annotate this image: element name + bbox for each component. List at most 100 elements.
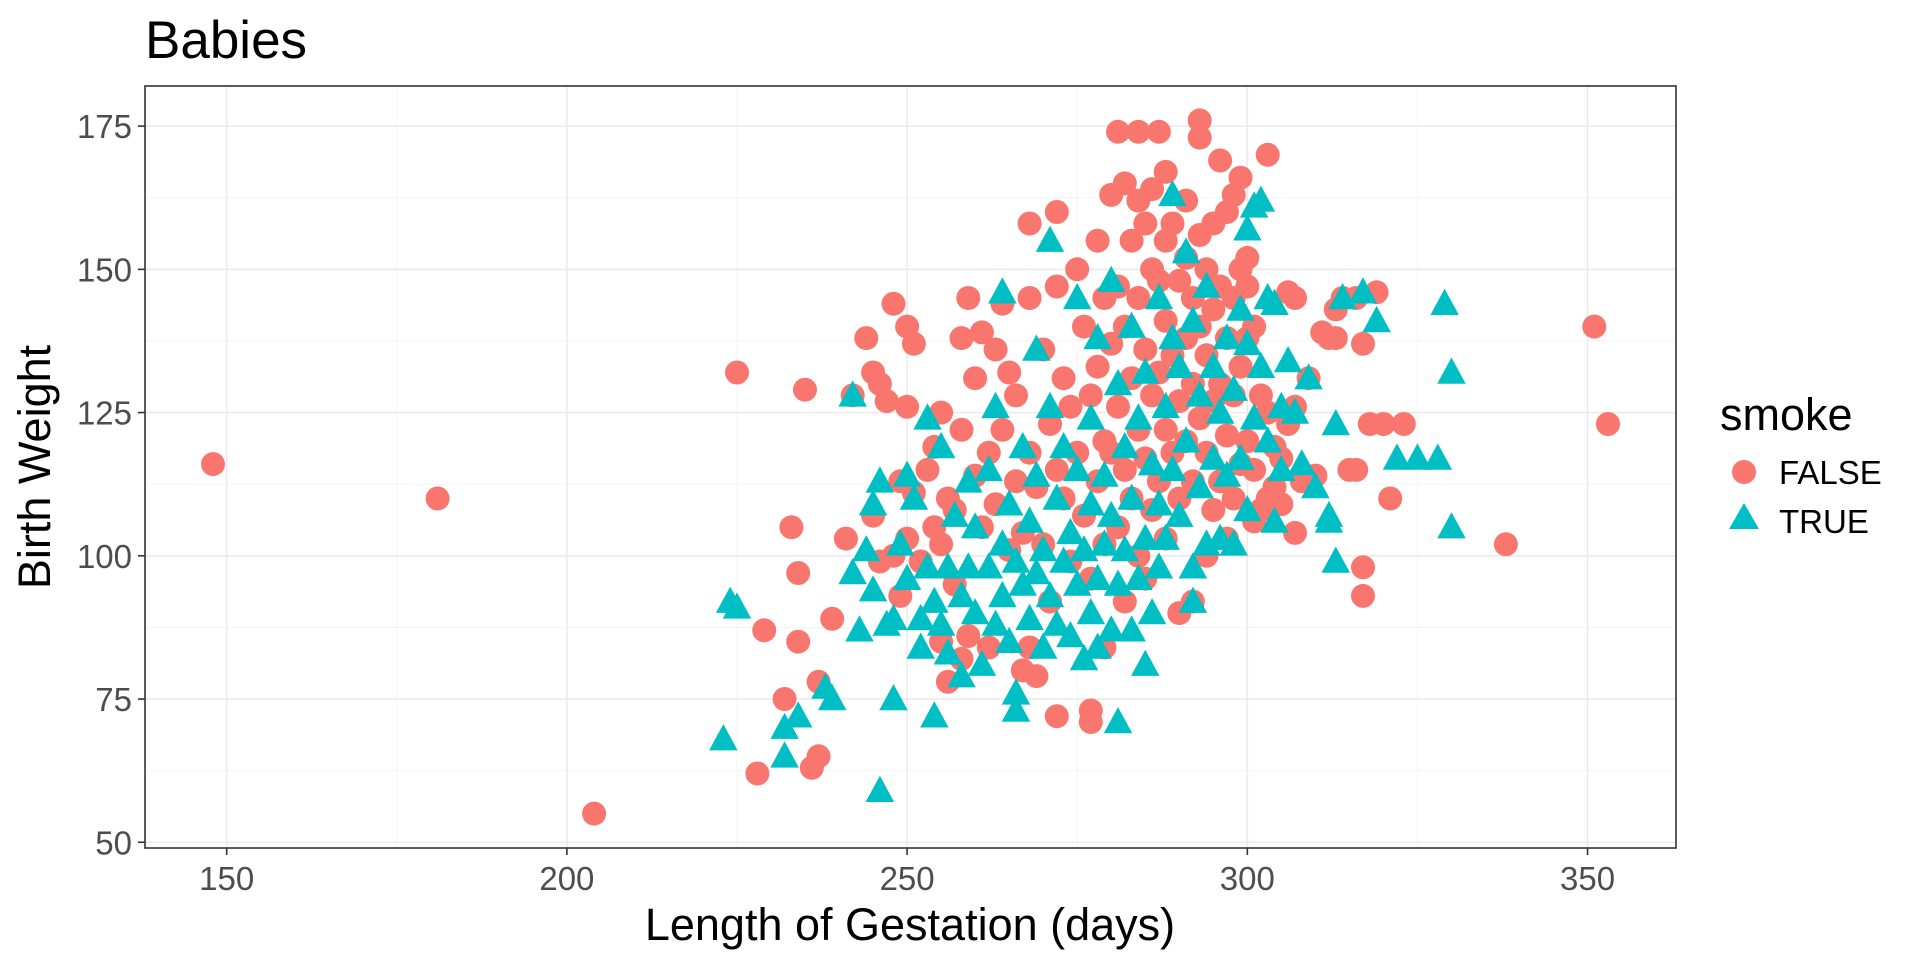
data-point-false [806,744,831,769]
data-point-true [1437,512,1466,539]
data-point-false [793,377,817,402]
y-tick-label: 50 [95,824,132,861]
data-point-false [1017,286,1042,310]
data-point-false [1187,125,1212,150]
data-point-false [1085,228,1110,253]
data-point-true [974,454,1003,482]
data-point-true [1233,328,1262,356]
series-true-points [709,179,1466,802]
data-point-true [784,701,813,728]
data-point-true [906,603,935,631]
data-point-true [838,558,867,585]
data-point-true [1035,225,1065,252]
data-point-false [745,761,770,786]
data-point-true [1015,603,1044,631]
data-point-true [1063,283,1092,310]
data-point-false [915,457,940,482]
data-point-true [1131,357,1160,384]
data-point-true [1348,277,1378,304]
data-point-false [854,326,879,351]
data-point-false [1004,469,1028,494]
x-tick-label: 250 [880,860,935,897]
data-point-true [1199,351,1228,378]
data-point-true [1273,346,1303,373]
data-point-false [1146,268,1171,293]
data-point-true [1090,529,1119,556]
data-point-false [969,320,994,345]
data-point-true [1192,271,1221,298]
x-tick-label: 300 [1220,860,1275,897]
data-point-false [949,326,974,351]
data-point-false [1065,257,1090,282]
data-point-true [1083,632,1112,659]
data-point-true [1103,368,1133,396]
data-point-true [1117,483,1146,510]
data-point-true [1022,334,1051,361]
data-point-true [1124,563,1153,590]
data-point-true [1246,351,1276,378]
data-point-false [786,561,811,585]
data-point-false [1283,520,1307,545]
data-point-false [1078,383,1103,408]
data-point-true [913,552,942,579]
data-point-true [852,535,881,562]
data-point-true [865,775,895,802]
data-point-true [1001,678,1031,705]
data-point-true [1097,265,1126,292]
data-point-true [1001,546,1031,573]
data-point-true [1233,214,1262,241]
data-point-true [1069,643,1099,671]
data-point-true [1178,586,1208,613]
data-point-false [1126,286,1151,310]
data-point-false [956,286,981,310]
data-point-true [1022,460,1051,487]
data-point-false [1153,159,1178,184]
data-point-true [1144,489,1174,516]
data-point-true [1151,523,1180,550]
data-point-true [1028,632,1058,659]
data-point-false [1112,457,1137,482]
data-point-true [1226,443,1255,470]
plot-panel-border [144,85,1677,849]
data-point-false [1228,165,1253,190]
data-point-false [1133,211,1158,236]
x-tick-label: 150 [199,860,254,897]
data-point-true [1056,621,1085,648]
data-point-true [1083,563,1112,590]
data-point-true [954,466,983,493]
data-point-false [1323,326,1348,351]
data-point-false [1140,383,1165,408]
data-point-false [1344,457,1369,482]
data-point-false [1024,664,1049,689]
data-point-true [1137,598,1167,625]
data-point-true [1239,403,1269,430]
data-point-false [874,389,899,414]
data-point-true [1212,460,1242,487]
data-point-false [1221,486,1246,511]
data-point-true [1246,185,1276,212]
data-point-false [1133,337,1158,362]
data-point-false [1044,704,1069,729]
legend-true-triangle-key [1729,503,1759,529]
y-tick-label: 150 [77,251,132,288]
y-axis-ticks: 50 75 100 125 150 175 [77,108,145,861]
data-point-false [1187,108,1212,133]
data-point-false [1351,555,1375,580]
data-point-false [1214,423,1239,448]
data-point-true [1219,374,1248,401]
legend-false-circle-key [1732,460,1756,484]
data-point-false [1119,228,1144,253]
data-point-true [1144,283,1174,310]
data-point-true [1430,288,1459,315]
chart-title: Babies [145,11,307,70]
data-point-true [858,489,888,516]
data-point-false [901,331,926,356]
data-point-true [858,575,888,602]
data-point-false [1187,406,1212,431]
y-tick-label: 125 [77,395,132,432]
data-point-false [1378,486,1403,511]
data-point-true [770,712,799,739]
data-point-false [1126,119,1151,144]
data-point-true [1178,305,1208,333]
